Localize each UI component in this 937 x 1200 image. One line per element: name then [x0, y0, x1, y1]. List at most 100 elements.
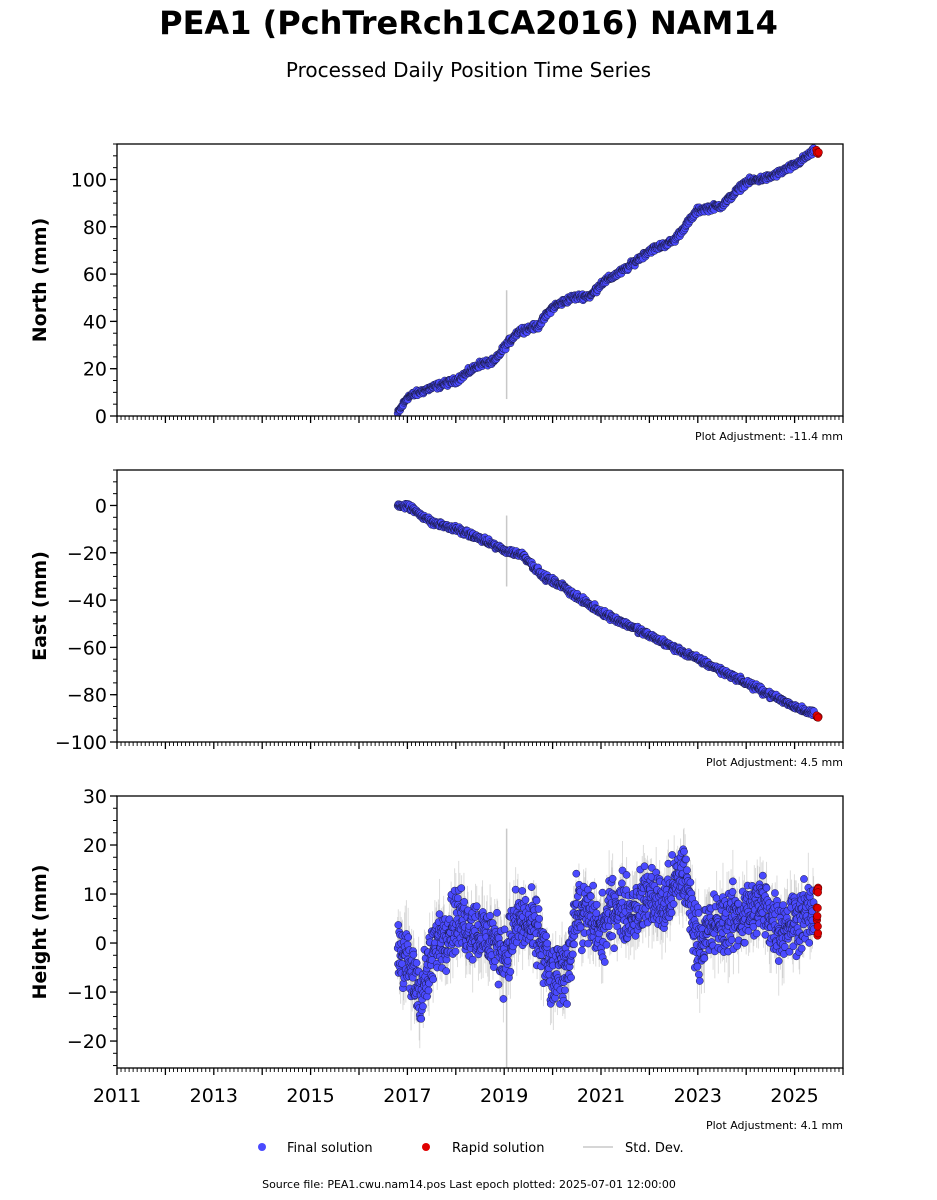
final-point [404, 933, 413, 942]
final-point [577, 946, 586, 955]
final-point [749, 922, 758, 931]
final-point [542, 932, 550, 940]
height-final-points [393, 845, 818, 1023]
final-point [534, 921, 542, 930]
final-point [494, 980, 503, 989]
north-final-points [393, 144, 818, 416]
final-point [600, 958, 609, 966]
final-point [499, 995, 508, 1003]
final-point [570, 940, 578, 949]
final-point [472, 902, 481, 911]
y-tick-label: 20 [83, 359, 107, 381]
final-point [668, 851, 676, 859]
y-tick-label: 40 [83, 311, 107, 333]
final-point [667, 908, 676, 917]
final-point [460, 897, 469, 906]
rapid-point [814, 713, 823, 722]
final-point [409, 950, 418, 959]
final-point [567, 973, 575, 982]
final-point [518, 887, 527, 895]
final-point [608, 932, 617, 940]
north-panel: 0 20 40 60 80 100 North (mm) Plot Adjustment: -… [29, 143, 844, 443]
final-point [602, 941, 611, 949]
final-point [563, 1000, 571, 1008]
east-y-axis-label: East (mm) [29, 551, 51, 661]
east-plot-area [393, 499, 823, 722]
final-point [527, 883, 536, 891]
final-point [394, 921, 403, 929]
y-tick-label: 0 [95, 495, 107, 517]
east-panel: 0 −20 −40 −60 −80 −100 East (mm) Plot Adjustmen… [29, 469, 844, 769]
north-plot-adjustment: Plot Adjustment: -11.4 mm [695, 430, 843, 443]
final-point [598, 888, 607, 897]
final-point [686, 878, 695, 887]
chart-subtitle: Processed Daily Position Time Series [285, 58, 652, 82]
final-point [535, 914, 543, 923]
final-point [503, 956, 512, 965]
final-point [429, 975, 437, 984]
final-point [682, 855, 690, 864]
height-plot-area [393, 827, 823, 1068]
final-point [543, 939, 552, 948]
final-point [451, 947, 460, 956]
final-point [435, 910, 444, 918]
final-point [683, 866, 691, 874]
north-y-axis-label: North (mm) [29, 218, 51, 343]
north-rapid-points [812, 145, 823, 158]
final-point [622, 871, 631, 879]
east-final-points [393, 499, 818, 720]
final-point [728, 888, 737, 896]
y-tick-label: −20 [67, 543, 107, 565]
final-point [744, 927, 753, 935]
final-point [608, 874, 617, 883]
height-std-dev [397, 827, 815, 1068]
final-point [680, 847, 688, 856]
y-tick-label: 0 [95, 406, 107, 428]
north-plot-area [393, 144, 823, 416]
north-frame [116, 143, 844, 417]
final-point [532, 896, 541, 905]
final-point [521, 895, 530, 904]
final-point [700, 954, 709, 963]
y-tick-label: −100 [55, 732, 107, 754]
rapid-point [814, 148, 823, 157]
final-point [493, 908, 501, 917]
final-point [442, 967, 451, 975]
y-tick-label: −60 [67, 637, 107, 659]
final-point [694, 909, 703, 917]
y-tick-label: −80 [67, 685, 107, 707]
final-point [486, 911, 494, 920]
final-point [534, 905, 543, 913]
final-point [500, 925, 509, 934]
east-rapid-points [812, 711, 823, 722]
final-point [576, 923, 585, 932]
final-point [695, 977, 704, 985]
final-point [572, 869, 581, 878]
final-point [584, 939, 593, 948]
y-tick-label: 80 [83, 217, 107, 239]
final-point [506, 967, 515, 976]
final-point [568, 950, 577, 959]
final-point [419, 1002, 427, 1011]
final-point [727, 936, 736, 944]
final-point [647, 863, 656, 872]
final-point [453, 894, 462, 902]
final-point [424, 986, 433, 995]
east-plot-adjustment: Plot Adjustment: 4.5 mm [706, 756, 843, 769]
final-point [610, 944, 618, 953]
final-point [695, 970, 703, 979]
final-point [618, 879, 626, 888]
chart-title: PEA1 (PchTreRch1CA2016) NAM14 [159, 4, 778, 42]
final-point [592, 900, 601, 909]
final-point [589, 881, 598, 890]
east-frame [116, 469, 844, 743]
final-point [468, 955, 477, 964]
y-tick-label: 60 [83, 264, 107, 286]
y-tick-label: −40 [67, 590, 107, 612]
final-point [457, 884, 466, 892]
final-point [740, 938, 749, 947]
final-point [511, 885, 520, 894]
final-point [669, 900, 678, 908]
